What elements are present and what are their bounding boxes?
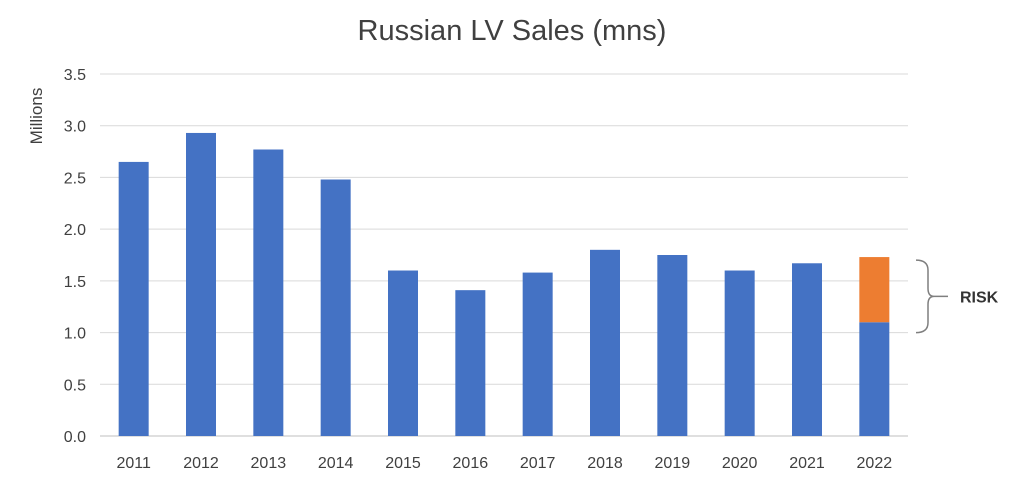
x-tick-label: 2021 xyxy=(789,455,825,472)
y-tick-label: 3.5 xyxy=(64,67,86,84)
x-tick-label: 2019 xyxy=(655,455,691,472)
x-tick-label: 2020 xyxy=(722,455,758,472)
y-tick-label: 3.0 xyxy=(64,119,86,136)
y-tick-label: 1.5 xyxy=(64,274,86,291)
x-tick-label: 2017 xyxy=(520,455,556,472)
x-tick-label: 2018 xyxy=(587,455,623,472)
x-tick-label: 2016 xyxy=(453,455,489,472)
x-tick-label: 2014 xyxy=(318,455,354,472)
bar-2013 xyxy=(253,149,284,436)
bar-2012 xyxy=(186,132,216,436)
bar-2018 xyxy=(590,249,620,436)
y-axis-label: Millions xyxy=(27,88,46,145)
risk-label: RISK xyxy=(960,289,999,306)
x-tick-label: 2022 xyxy=(857,455,893,472)
bar-2011 xyxy=(118,161,149,436)
x-tick-label: 2012 xyxy=(183,455,219,472)
x-tick-labels: 2011 2012 2013 2014 2015 2016 2017 2018 2019 2020… xyxy=(116,455,892,472)
bar-2014 xyxy=(320,179,351,437)
x-tick-label: 2011 xyxy=(116,455,151,472)
bar-2016 xyxy=(455,290,486,436)
bar-2015 xyxy=(388,270,418,436)
y-tick-labels: 0.0 0.5 1.0 1.5 2.0 2.5 3.0 3.5 xyxy=(64,67,86,446)
y-tick-label: 2.0 xyxy=(64,222,86,239)
gridlines xyxy=(100,73,908,437)
x-tick-label: 2013 xyxy=(251,455,287,472)
brace-icon xyxy=(915,259,935,334)
bar-2017 xyxy=(522,272,553,436)
bar-2019 xyxy=(657,255,688,436)
y-tick-label: 0.5 xyxy=(64,377,86,394)
x-tick-label: 2015 xyxy=(385,455,421,472)
chart-title: Russian LV Sales (mns) xyxy=(358,15,667,47)
risk-bar-2022 xyxy=(859,257,890,323)
bar-2022 xyxy=(859,322,890,436)
bars xyxy=(118,132,890,437)
bar-2020 xyxy=(724,270,755,436)
y-tick-label: 0.0 xyxy=(64,429,86,446)
y-tick-label: 1.0 xyxy=(64,326,86,343)
y-tick-label: 2.5 xyxy=(64,170,86,187)
risk-annotation: RISK xyxy=(915,259,999,334)
bar-2021 xyxy=(792,263,822,436)
